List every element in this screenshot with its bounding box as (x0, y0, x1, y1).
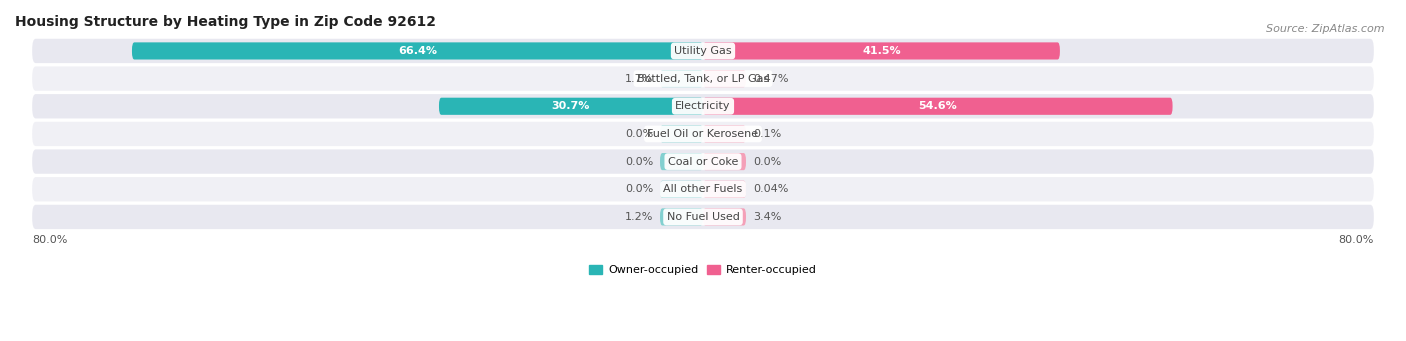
FancyBboxPatch shape (32, 66, 1374, 91)
Text: 0.0%: 0.0% (624, 184, 654, 194)
Text: Housing Structure by Heating Type in Zip Code 92612: Housing Structure by Heating Type in Zip… (15, 15, 436, 29)
Text: Utility Gas: Utility Gas (675, 46, 731, 56)
Text: 66.4%: 66.4% (398, 46, 437, 56)
Text: 30.7%: 30.7% (551, 101, 591, 111)
Legend: Owner-occupied, Renter-occupied: Owner-occupied, Renter-occupied (585, 260, 821, 279)
FancyBboxPatch shape (32, 39, 1374, 63)
Text: 3.4%: 3.4% (752, 212, 782, 222)
Text: 0.1%: 0.1% (752, 129, 782, 139)
Text: Coal or Coke: Coal or Coke (668, 157, 738, 167)
FancyBboxPatch shape (132, 42, 703, 60)
FancyBboxPatch shape (439, 98, 703, 115)
Text: 80.0%: 80.0% (32, 235, 67, 245)
Text: 0.47%: 0.47% (752, 74, 789, 84)
FancyBboxPatch shape (659, 70, 703, 87)
FancyBboxPatch shape (659, 181, 703, 198)
FancyBboxPatch shape (32, 122, 1374, 146)
FancyBboxPatch shape (659, 125, 703, 143)
Text: Source: ZipAtlas.com: Source: ZipAtlas.com (1267, 24, 1385, 34)
Text: Fuel Oil or Kerosene: Fuel Oil or Kerosene (647, 129, 759, 139)
Text: 0.04%: 0.04% (752, 184, 789, 194)
FancyBboxPatch shape (703, 98, 1173, 115)
Text: 80.0%: 80.0% (1339, 235, 1374, 245)
FancyBboxPatch shape (32, 177, 1374, 202)
Text: 54.6%: 54.6% (918, 101, 957, 111)
FancyBboxPatch shape (32, 149, 1374, 174)
Text: 0.0%: 0.0% (752, 157, 782, 167)
Text: 1.2%: 1.2% (624, 212, 654, 222)
FancyBboxPatch shape (703, 181, 747, 198)
FancyBboxPatch shape (659, 208, 703, 225)
FancyBboxPatch shape (703, 42, 1060, 60)
Text: All other Fuels: All other Fuels (664, 184, 742, 194)
FancyBboxPatch shape (659, 153, 703, 170)
Text: No Fuel Used: No Fuel Used (666, 212, 740, 222)
FancyBboxPatch shape (32, 94, 1374, 118)
FancyBboxPatch shape (703, 153, 747, 170)
Text: 41.5%: 41.5% (862, 46, 901, 56)
Text: 0.0%: 0.0% (624, 129, 654, 139)
Text: Bottled, Tank, or LP Gas: Bottled, Tank, or LP Gas (637, 74, 769, 84)
Text: Electricity: Electricity (675, 101, 731, 111)
FancyBboxPatch shape (703, 208, 747, 225)
FancyBboxPatch shape (703, 70, 747, 87)
Text: 1.7%: 1.7% (624, 74, 654, 84)
FancyBboxPatch shape (703, 125, 747, 143)
FancyBboxPatch shape (32, 205, 1374, 229)
Text: 0.0%: 0.0% (624, 157, 654, 167)
